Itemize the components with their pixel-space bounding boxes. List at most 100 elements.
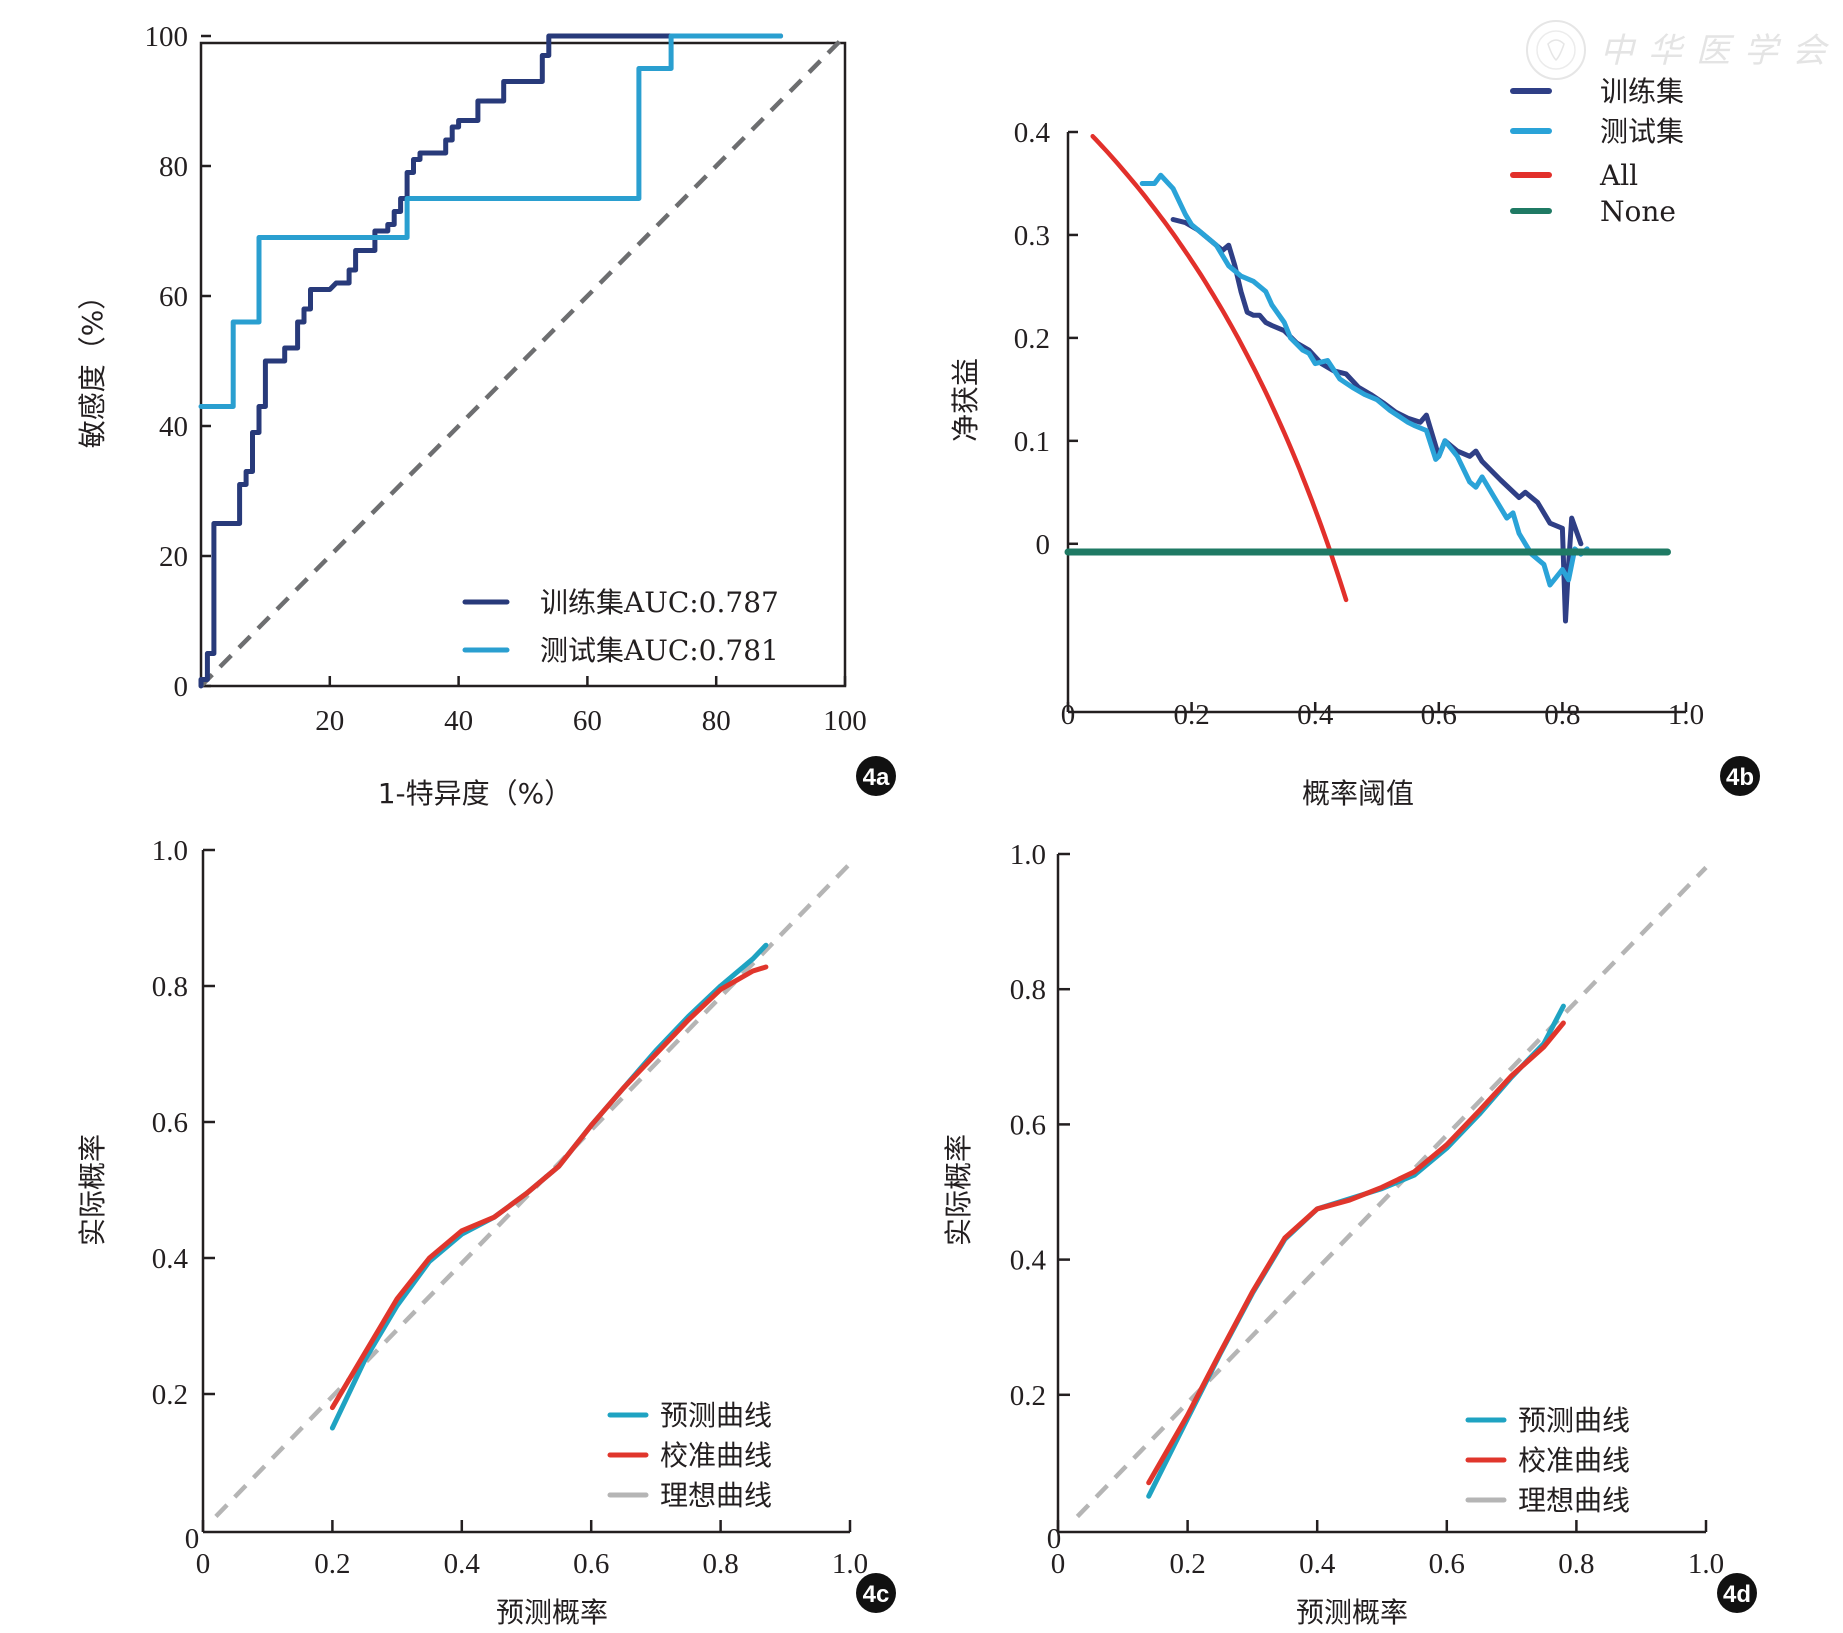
y-tick-label: 0.6: [152, 1107, 188, 1139]
x-tick-label: 1.0: [1668, 699, 1704, 731]
origin-label: 0: [185, 1523, 200, 1555]
calib-test-badge-label: 4d: [1723, 1581, 1751, 1608]
series-line-训练集AUC:0.787: [198, 33, 784, 689]
panel-calibration-train: 实际概率 预测概率 4c 0 0.2 0.4 0.6 0.8 1.0 0.2 0.4 0.6 0.…: [76, 835, 896, 1629]
series-line-理想曲线: [1075, 865, 1708, 1519]
y-tick-label: 0.1: [1014, 426, 1050, 458]
y-tick-label: 0: [1036, 529, 1051, 561]
legend-label: 理想曲线: [660, 1479, 772, 1512]
x-tick-label: 0: [196, 1548, 211, 1580]
x-tick-label: 100: [823, 705, 867, 737]
series-line-训练集: [1170, 217, 1584, 624]
watermark-text: 中华医学会: [1600, 31, 1840, 71]
legend-label: 训练集: [1600, 75, 1684, 108]
axes-4c: 0 0.2 0.4 0.6 0.8 1.0 0.2 0.4 0.6 0.8 1.0 0: [152, 835, 868, 1580]
x-tick-label: 20: [315, 705, 344, 737]
y-tick-label: 0.6: [1010, 1109, 1046, 1141]
dca-y-axis-title: 净获益: [949, 358, 982, 442]
series-group-4a: [198, 33, 847, 689]
panel-roc: 敏感度（%） 1-特异度（%） 4a 20 40 60 80 100 0 20 40 60 80 1…: [76, 21, 896, 810]
calib-train-x-axis-title: 预测概率: [496, 1596, 608, 1629]
panel-decision-curve: 净获益 概率阈值 4b 0 0.2 0.4 0.6 0.8 1.0 0 0.1 0.2 0.3 0.…: [949, 75, 1760, 810]
series-line-测试集: [1139, 172, 1590, 588]
x-tick-label: 0.2: [1173, 699, 1209, 731]
origin-label: 0: [1047, 1523, 1062, 1555]
calib-train-y-axis-title: 实际概率: [76, 1134, 109, 1246]
legend-label: All: [1599, 159, 1638, 192]
x-tick-label: 0: [1051, 1548, 1066, 1580]
panel-calibration-test: 实际概率 预测概率 4d 0 0.2 0.4 0.6 0.8 1.0 0.2 0.4 0.6 0.…: [942, 839, 1757, 1629]
plot-frame: [199, 41, 847, 688]
series-line-校准曲线: [329, 964, 769, 1411]
legend-item: 训练集AUC:0.787: [462, 586, 779, 619]
legend-item: 理想曲线: [607, 1479, 772, 1512]
legend-item: 校准曲线: [607, 1439, 772, 1472]
series-line-理想曲线: [214, 862, 852, 1518]
x-tick-label: 0.6: [1429, 1548, 1465, 1580]
legend-item: 测试集AUC:0.781: [462, 634, 779, 667]
series-line-All: [1090, 134, 1349, 603]
axes-4b: 0 0.2 0.4 0.6 0.8 1.0 0 0.1 0.2 0.3 0.4: [1014, 117, 1704, 731]
roc-badge-label: 4a: [863, 764, 890, 791]
y-tick-label: 1.0: [152, 835, 188, 867]
legend-label: 测试集: [1600, 115, 1684, 148]
legend-label: 预测曲线: [660, 1399, 772, 1432]
legend-item: None: [1510, 195, 1676, 228]
legend-item: 预测曲线: [607, 1399, 772, 1432]
series-group-4b: [1064, 134, 1671, 624]
y-tick-label: 0: [174, 671, 189, 703]
roc-x-axis-title: 1-特异度（%）: [378, 777, 573, 810]
y-tick-label: 40: [159, 411, 188, 443]
y-tick-label: 100: [145, 21, 189, 53]
legend-item: All: [1510, 159, 1638, 192]
y-tick-label: 0.4: [1014, 117, 1051, 149]
y-tick-label: 1.0: [1010, 839, 1046, 871]
x-tick-label: 40: [444, 705, 473, 737]
y-tick-label: 80: [159, 151, 188, 183]
roc-badge: 4a: [856, 756, 896, 796]
y-tick-label: 0.4: [1010, 1245, 1047, 1277]
y-tick-label: 0.2: [152, 1379, 188, 1411]
legend-label: 校准曲线: [660, 1439, 772, 1472]
y-tick-label: 0.8: [152, 971, 188, 1003]
roc-y-axis-title: 敏感度（%）: [76, 282, 109, 449]
calib-test-x-axis-title: 预测概率: [1296, 1596, 1408, 1629]
society-seal-icon: [1526, 20, 1586, 80]
y-tick-label: 0.3: [1014, 220, 1050, 252]
legend-item: 测试集: [1510, 115, 1684, 148]
series-group-4c: [214, 862, 852, 1518]
x-tick-label: 0.8: [1544, 699, 1580, 731]
watermark: 中华医学会: [1526, 20, 1840, 80]
y-tick-label: 0.2: [1010, 1380, 1046, 1412]
x-tick-label: 0.6: [573, 1548, 609, 1580]
legend-label: 训练集AUC:0.787: [540, 586, 779, 619]
legend-4a: 训练集AUC:0.787 测试集AUC:0.781: [462, 586, 779, 667]
y-tick-label: 60: [159, 281, 188, 313]
x-tick-label: 0.8: [702, 1548, 738, 1580]
x-tick-label: 0.4: [444, 1548, 481, 1580]
legend-item: 训练集: [1510, 75, 1684, 108]
legend-label: None: [1600, 195, 1676, 228]
dca-x-axis-title: 概率阈值: [1302, 777, 1414, 810]
calib-train-badge-label: 4c: [863, 1581, 890, 1608]
y-tick-label: 0.8: [1010, 974, 1046, 1006]
legend-item: 理想曲线: [1465, 1484, 1630, 1517]
legend-label: 测试集AUC:0.781: [540, 634, 779, 667]
x-tick-label: 1.0: [832, 1548, 868, 1580]
x-tick-label: 0.2: [1169, 1548, 1205, 1580]
calib-test-y-axis-title: 实际概率: [942, 1134, 975, 1246]
x-tick-label: 60: [573, 705, 602, 737]
dca-badge: 4b: [1720, 756, 1760, 796]
axes-4d: 0 0.2 0.4 0.6 0.8 1.0 0.2 0.4 0.6 0.8 1.0 0: [1010, 839, 1724, 1580]
calib-train-badge: 4c: [856, 1573, 896, 1613]
legend-item: 预测曲线: [1465, 1404, 1630, 1437]
x-tick-label: 0.2: [314, 1548, 350, 1580]
x-tick-label: 0: [1061, 699, 1076, 731]
legend-label: 预测曲线: [1518, 1404, 1630, 1437]
x-tick-label: 0.4: [1299, 1548, 1336, 1580]
axes-4a: 20 40 60 80 100 0 20 40 60 80 100: [145, 21, 867, 737]
